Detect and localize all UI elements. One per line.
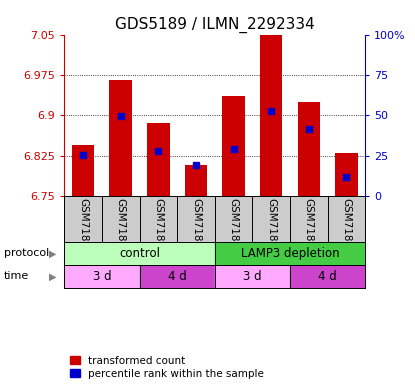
Text: ▶: ▶ <box>49 271 56 281</box>
Bar <box>147 123 170 196</box>
Bar <box>215 242 365 265</box>
Text: 3 d: 3 d <box>93 270 111 283</box>
Text: GSM718738: GSM718738 <box>304 198 314 262</box>
Bar <box>290 265 365 288</box>
Text: GSM718742: GSM718742 <box>154 198 164 262</box>
Bar <box>64 242 215 265</box>
Bar <box>222 96 245 196</box>
Text: control: control <box>119 247 160 260</box>
Bar <box>139 265 215 288</box>
Text: GSM718740: GSM718740 <box>78 198 88 262</box>
Bar <box>215 265 290 288</box>
Text: GSM718736: GSM718736 <box>229 198 239 262</box>
Bar <box>185 165 207 196</box>
Bar <box>72 145 94 196</box>
Bar <box>335 153 358 196</box>
Bar <box>260 35 283 196</box>
Bar <box>64 265 139 288</box>
Text: LAMP3 depletion: LAMP3 depletion <box>241 247 339 260</box>
Legend: transformed count, percentile rank within the sample: transformed count, percentile rank withi… <box>70 356 264 379</box>
Title: GDS5189 / ILMN_2292334: GDS5189 / ILMN_2292334 <box>115 17 315 33</box>
Text: protocol: protocol <box>4 248 49 258</box>
Text: GSM718737: GSM718737 <box>266 198 276 262</box>
Text: 4 d: 4 d <box>168 270 186 283</box>
Bar <box>298 102 320 196</box>
Text: 4 d: 4 d <box>318 270 337 283</box>
Text: GSM718743: GSM718743 <box>191 198 201 262</box>
Text: ▶: ▶ <box>49 248 56 258</box>
Text: 3 d: 3 d <box>243 270 262 283</box>
Text: GSM718741: GSM718741 <box>116 198 126 262</box>
Text: time: time <box>4 271 29 281</box>
Text: GSM718739: GSM718739 <box>342 198 352 262</box>
Bar <box>110 80 132 196</box>
